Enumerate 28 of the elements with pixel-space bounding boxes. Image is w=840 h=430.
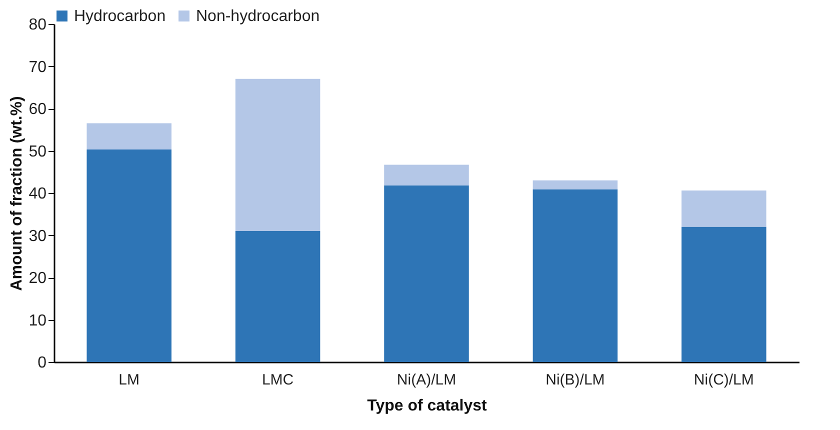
y-tick-label: 30 xyxy=(28,228,47,245)
bar xyxy=(86,149,172,362)
x-tick-label: LMC xyxy=(262,372,294,388)
bar xyxy=(235,78,320,232)
x-tick-label: Ni(B)/LM xyxy=(546,372,605,388)
bar xyxy=(682,226,766,362)
legend-label: Hydrocarbon xyxy=(74,8,166,25)
bar xyxy=(235,231,320,362)
y-tick-label: 0 xyxy=(38,354,47,372)
bar xyxy=(532,180,618,190)
bar xyxy=(532,189,618,362)
bar xyxy=(384,164,469,186)
bar xyxy=(682,190,766,227)
x-tick-label: Ni(C)/LM xyxy=(694,372,754,388)
x-axis-title: Type of catalyst xyxy=(367,398,488,414)
y-tick-label: 40 xyxy=(28,186,47,202)
y-tick-label: 10 xyxy=(28,312,47,330)
y-tick-label: 70 xyxy=(28,58,47,76)
y-axis-title: Amount of fraction (wt.%) xyxy=(8,96,26,291)
bar xyxy=(86,123,172,150)
x-tick-label: LM xyxy=(118,372,140,388)
legend-label: Non-hydrocarbon xyxy=(196,8,320,25)
bar xyxy=(384,185,469,362)
x-tick-label: Ni(A)/LM xyxy=(396,372,456,388)
y-tick-label: 80 xyxy=(28,16,47,34)
y-tick-label: 60 xyxy=(28,101,47,118)
y-tick-label: 50 xyxy=(28,143,47,160)
y-tick-label: 20 xyxy=(28,270,47,287)
